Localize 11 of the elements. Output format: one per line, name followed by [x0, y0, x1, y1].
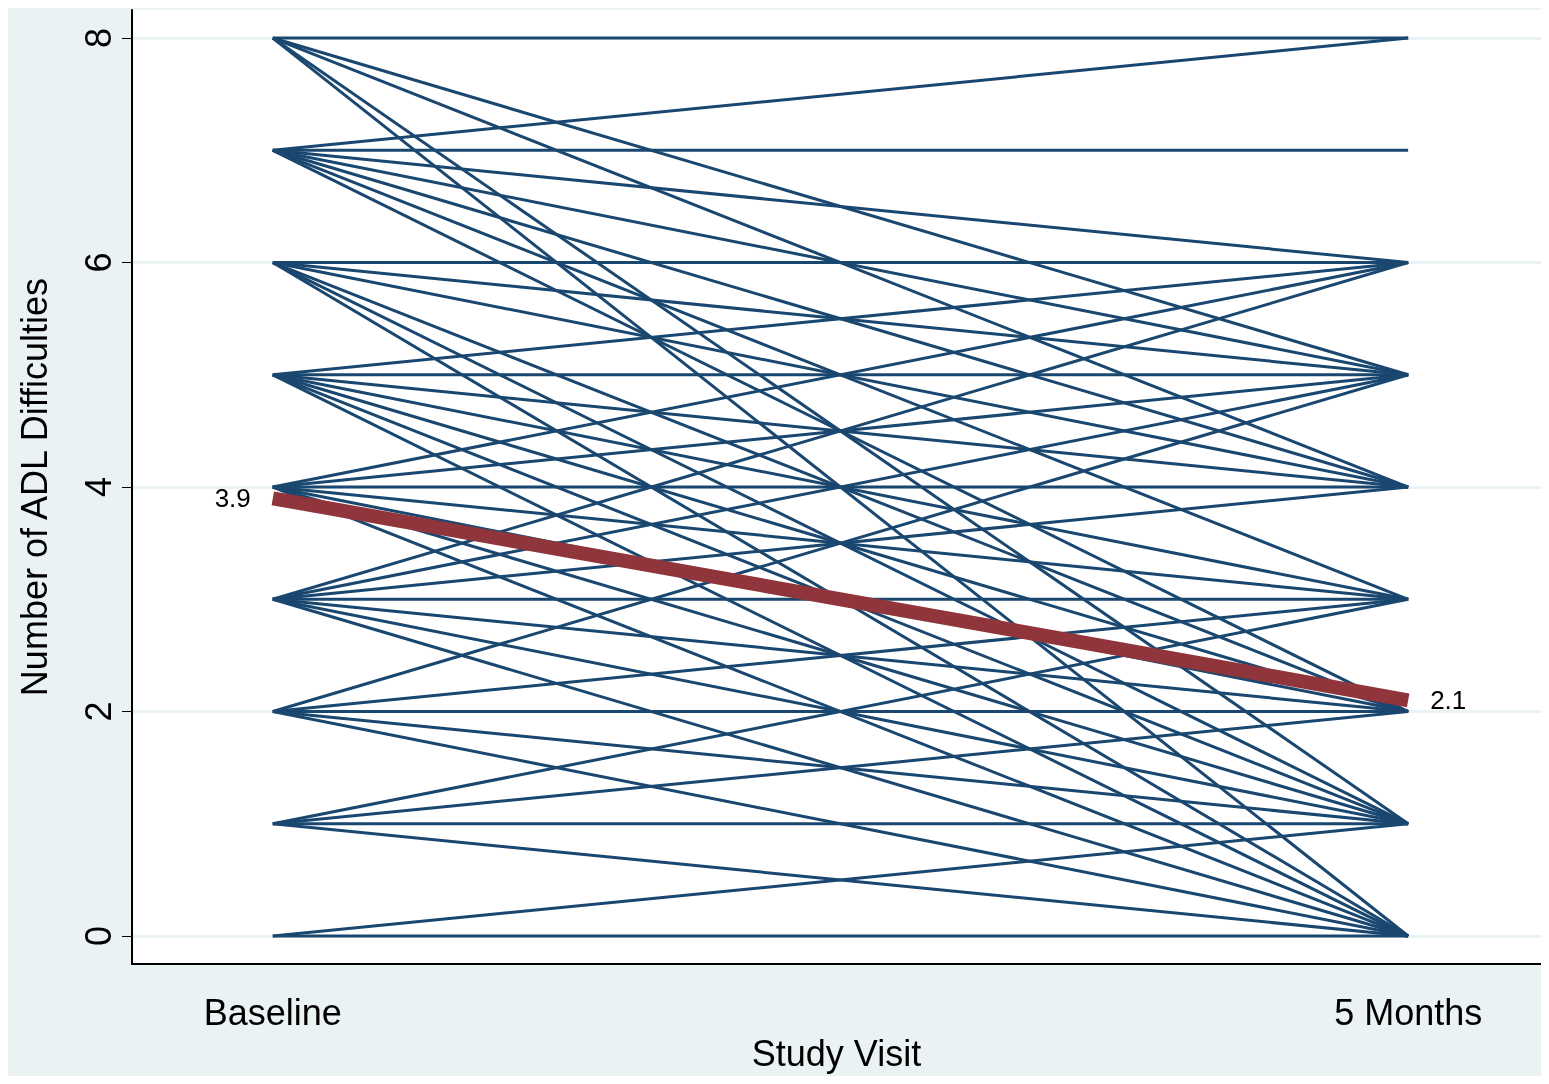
y-tick-label: 4 — [77, 477, 119, 498]
y-tick-label: 6 — [77, 252, 119, 273]
y-tick-label: 8 — [77, 28, 119, 49]
x-tick-label: Baseline — [203, 991, 342, 1033]
y-axis-title: Number of ADL Difficulties — [13, 277, 55, 697]
data-label: 2.1 — [1430, 685, 1467, 716]
x-axis-title: Study Visit — [751, 1032, 922, 1074]
y-tick-label: 0 — [77, 926, 119, 947]
data-label: 3.9 — [214, 483, 251, 514]
y-tick-label: 2 — [77, 701, 119, 722]
x-tick-label: 5 Months — [1334, 991, 1483, 1033]
